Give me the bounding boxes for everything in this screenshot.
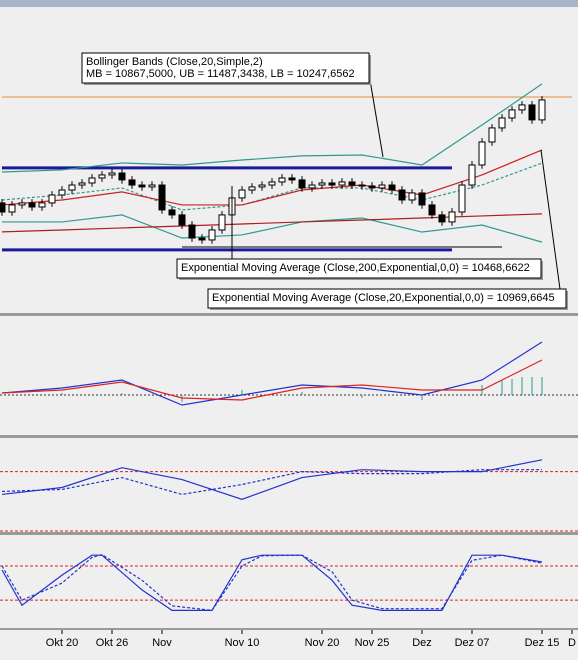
- x-tick-label: Nov: [152, 637, 172, 649]
- candle-body: [98, 174, 106, 179]
- candle-body: [118, 172, 126, 181]
- x-tick-label: Okt 20: [46, 637, 78, 649]
- x-tick-label: Dez 07: [455, 637, 490, 649]
- candle-body: [18, 202, 26, 206]
- candle-body: [288, 177, 296, 181]
- x-tick-label: Nov 20: [305, 637, 340, 649]
- candle-body: [128, 179, 136, 186]
- candle-body: [438, 214, 446, 223]
- candle-body: [388, 184, 396, 191]
- candle-body: [188, 224, 196, 239]
- candle-body: [8, 204, 16, 213]
- candle-body: [28, 202, 36, 208]
- candle-body: [238, 189, 246, 199]
- candle-body: [538, 99, 546, 121]
- candle-body: [508, 109, 516, 119]
- candle-body: [338, 181, 346, 186]
- x-tick-label: Dez: [412, 637, 432, 649]
- candle-body: [528, 104, 536, 121]
- candle-body: [268, 181, 276, 186]
- candle-body: [478, 141, 486, 166]
- x-tick-label: Nov 25: [355, 637, 390, 649]
- line-series: [1, 341, 543, 406]
- candle-body: [408, 192, 416, 201]
- candle-body: [218, 214, 226, 231]
- candle-body: [318, 182, 326, 186]
- annotation-box: [176, 258, 542, 279]
- candle-body: [328, 182, 336, 186]
- line-series: [1, 553, 543, 612]
- candle-body: [48, 194, 56, 204]
- candle-body: [0, 202, 6, 213]
- annotation-box: [81, 52, 370, 84]
- candle-body: [88, 177, 96, 184]
- candle-body: [68, 184, 76, 191]
- annotation-text: Bollinger Bands (Close,20,Simple,2): [86, 56, 263, 68]
- annotation-box: [207, 288, 567, 309]
- candle-body: [168, 209, 176, 216]
- candle-body: [208, 229, 216, 241]
- separator: [0, 628, 578, 630]
- candle-body: [448, 211, 456, 223]
- candle-body: [488, 127, 496, 143]
- line-series: [1, 83, 543, 173]
- candle-body: [358, 184, 366, 187]
- line-series: [1, 359, 543, 401]
- annotation-text: Exponential Moving Average (Close,200,Ex…: [181, 262, 530, 274]
- title-bar: [0, 0, 578, 7]
- candle-body: [148, 184, 156, 188]
- annotation-pointer: [369, 79, 384, 158]
- candle-body: [458, 184, 466, 213]
- candle-body: [498, 117, 506, 129]
- candle-body: [178, 214, 186, 226]
- annotation-pointer: [540, 149, 561, 290]
- x-tick-label: D: [568, 637, 576, 649]
- candle-body: [258, 184, 266, 188]
- line-series: [1, 469, 542, 496]
- annotation-text: Exponential Moving Average (Close,20,Exp…: [212, 292, 555, 304]
- candle-body: [308, 184, 316, 189]
- candle-body: [518, 104, 526, 111]
- candle-body: [418, 192, 426, 206]
- line-series: [2, 214, 543, 243]
- candle-body: [58, 189, 66, 196]
- x-tick-label: Dez 15: [525, 637, 560, 649]
- candle-body: [158, 184, 166, 211]
- candle-body: [298, 179, 306, 189]
- candle-body: [198, 237, 206, 241]
- candle-body: [348, 181, 356, 186]
- separator: [0, 313, 578, 316]
- line-series: [1, 162, 543, 211]
- candle-body: [368, 185, 376, 189]
- candle-body: [38, 202, 46, 208]
- candle-body: [378, 184, 386, 189]
- x-tick-label: Nov 10: [225, 637, 260, 649]
- candle-body: [108, 172, 116, 176]
- candle-body: [468, 164, 476, 186]
- candle-body: [248, 186, 256, 191]
- candle-body: [278, 177, 286, 183]
- separator: [0, 532, 578, 535]
- line-series: [1, 149, 543, 206]
- x-tick-label: Okt 26: [96, 637, 128, 649]
- annotation-text: MB = 10867,5000, UB = 11487,3438, LB = 1…: [86, 68, 355, 80]
- candle-body: [398, 189, 406, 201]
- candle-body: [428, 204, 436, 216]
- candle-body: [138, 184, 146, 188]
- candle-body: [78, 182, 86, 186]
- separator: [0, 435, 578, 438]
